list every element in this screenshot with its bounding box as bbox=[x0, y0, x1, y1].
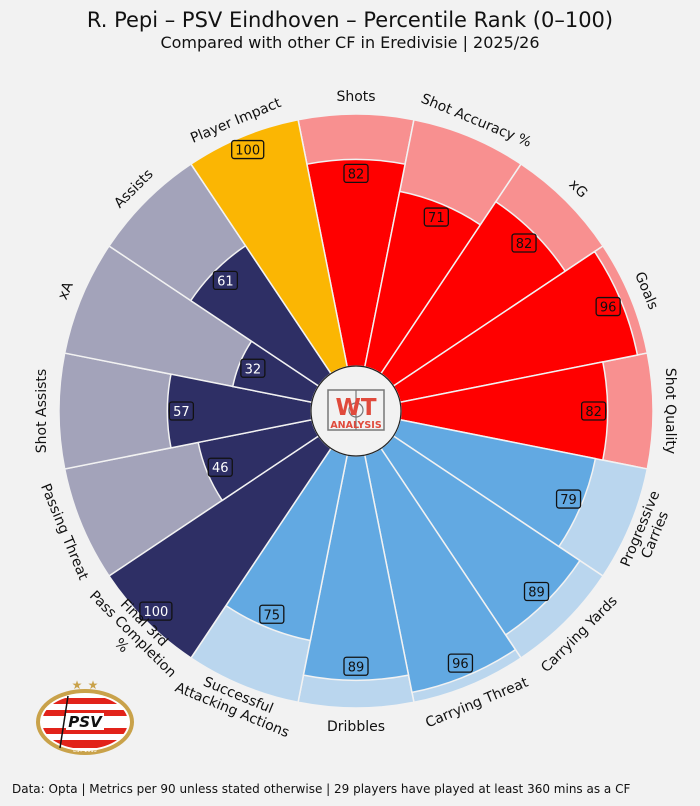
star-icon: ★ bbox=[88, 678, 99, 692]
svg-text:32: 32 bbox=[245, 362, 262, 377]
value-label: 100 bbox=[139, 601, 173, 621]
star-icon: ★ bbox=[72, 678, 83, 692]
value-label: 61 bbox=[212, 270, 239, 291]
value-slices bbox=[108, 118, 639, 694]
svg-text:79: 79 bbox=[560, 493, 577, 508]
value-label: 32 bbox=[240, 358, 266, 378]
chart-subtitle: Compared with other CF in Eredivisie | 2… bbox=[160, 33, 539, 52]
category-label: xG bbox=[566, 177, 591, 202]
svg-text:96: 96 bbox=[452, 657, 469, 672]
svg-text:61: 61 bbox=[217, 274, 234, 289]
category-label: Dribbles bbox=[327, 719, 385, 735]
svg-text:82: 82 bbox=[348, 167, 365, 182]
center-logo: WT ANALYSIS bbox=[310, 365, 402, 457]
footer-note: Data: Opta | Metrics per 90 unless state… bbox=[12, 782, 630, 796]
svg-text:100: 100 bbox=[235, 144, 260, 159]
badge-subtext: EST 1913 bbox=[73, 748, 97, 754]
value-label: 82 bbox=[511, 233, 537, 253]
svg-text:82: 82 bbox=[516, 237, 533, 252]
svg-text:100: 100 bbox=[143, 605, 168, 620]
value-label: 79 bbox=[555, 489, 582, 509]
category-label: Shot Quality bbox=[662, 368, 678, 454]
value-label: 96 bbox=[595, 296, 621, 317]
logo-subtext: ANALYSIS bbox=[330, 420, 381, 431]
svg-text:89: 89 bbox=[528, 586, 545, 601]
value-label: 75 bbox=[259, 604, 285, 624]
svg-text:46: 46 bbox=[212, 461, 229, 476]
svg-text:82: 82 bbox=[585, 405, 602, 420]
svg-text:71: 71 bbox=[428, 211, 445, 226]
value-label: 46 bbox=[207, 457, 233, 477]
category-label: Shots bbox=[336, 89, 375, 105]
value-label: 89 bbox=[523, 581, 550, 602]
value-label: 89 bbox=[343, 656, 369, 676]
svg-text:57: 57 bbox=[173, 405, 190, 420]
value-label: 57 bbox=[168, 401, 195, 421]
value-label: 82 bbox=[343, 163, 369, 184]
value-label: 100 bbox=[231, 139, 265, 160]
badge-text: PSV bbox=[68, 713, 103, 731]
value-label: 71 bbox=[423, 207, 449, 227]
svg-text:96: 96 bbox=[600, 301, 617, 316]
category-label: Goals bbox=[631, 270, 661, 312]
value-label: 82 bbox=[580, 401, 607, 421]
chart-title: R. Pepi – PSV Eindhoven – Percentile Ran… bbox=[87, 8, 613, 32]
value-label: 96 bbox=[447, 653, 474, 673]
svg-text:75: 75 bbox=[264, 608, 281, 623]
svg-text:89: 89 bbox=[348, 660, 365, 675]
category-label: xA bbox=[55, 279, 77, 302]
psv-badge: ★ ★ PSV EST 1913 bbox=[36, 678, 134, 755]
value-labels: 82 71 82 96 82 79 89 96 89 75 100 46 57 32 61 100 bbox=[139, 139, 621, 676]
logo-text: WT bbox=[335, 395, 376, 421]
category-label: Shot Assists bbox=[34, 369, 50, 453]
